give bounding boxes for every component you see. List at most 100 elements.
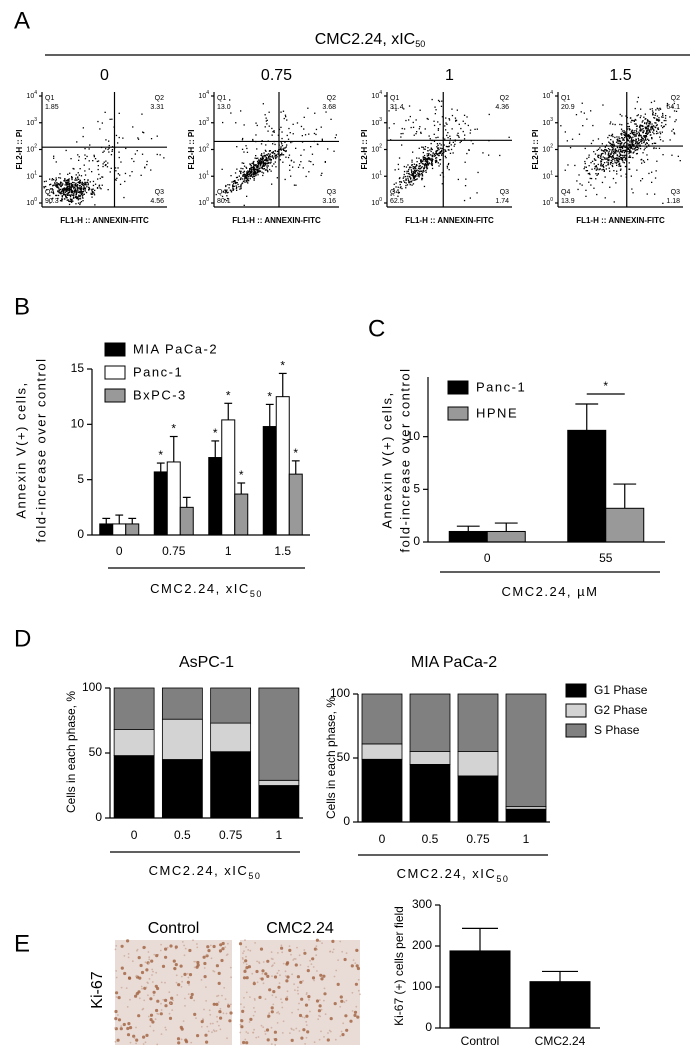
event-dot <box>413 134 415 136</box>
event-dot <box>679 160 681 162</box>
event-dot <box>409 184 411 186</box>
quadrant-value: 1.85 <box>45 104 59 111</box>
significance-mark: * <box>171 422 176 436</box>
y-tick-label: 103 <box>26 117 37 127</box>
tissue-stain <box>240 1019 244 1023</box>
event-dot <box>441 147 443 150</box>
event-dot <box>633 148 635 150</box>
event-dot <box>463 114 466 116</box>
tissue-stain <box>127 1022 131 1026</box>
y-tick-label: 0 <box>95 810 102 824</box>
event-dot <box>70 190 72 192</box>
event-dot <box>80 189 82 191</box>
event-dot <box>398 191 400 194</box>
event-dot <box>240 184 242 186</box>
event-dot <box>613 152 615 154</box>
event-dot <box>290 175 292 177</box>
tissue-stain <box>260 977 264 981</box>
event-dot <box>420 132 422 134</box>
event-dot <box>418 163 421 165</box>
event-dot <box>75 197 78 199</box>
tissue-stain <box>207 949 211 953</box>
event-dot <box>68 194 70 196</box>
tissue-stain <box>249 949 252 952</box>
event-dot <box>66 193 68 195</box>
event-dot <box>612 177 615 180</box>
event-dot <box>628 156 630 158</box>
event-dot <box>102 176 104 178</box>
event-dot <box>591 160 594 162</box>
tissue-stain <box>225 1012 228 1015</box>
event-dot <box>75 191 77 194</box>
event-dot <box>72 186 75 188</box>
bar-segment <box>258 687 300 781</box>
y-axis-label: Annexin V(+) cells, <box>379 391 394 528</box>
y-tick-label: 100 <box>330 686 350 700</box>
event-dot <box>72 167 74 170</box>
event-dot <box>253 179 255 181</box>
panel-label: D <box>14 625 31 652</box>
tissue-stain <box>302 1028 306 1032</box>
event-dot <box>266 154 269 156</box>
event-dot <box>624 150 626 152</box>
tissue-stain <box>177 1041 181 1045</box>
event-dot <box>116 177 118 179</box>
quadrant-name: Q2 <box>671 95 680 102</box>
tissue-stain <box>159 949 162 952</box>
event-dot <box>230 175 232 177</box>
tissue-stain <box>180 1038 183 1041</box>
event-dot <box>413 163 415 165</box>
event-dot <box>300 154 302 156</box>
event-dot <box>645 132 647 134</box>
event-dot <box>419 109 421 111</box>
event-dot <box>588 154 590 156</box>
event-dot <box>653 147 655 149</box>
event-dot <box>429 158 431 160</box>
event-dot <box>245 174 247 176</box>
event-dot <box>79 187 82 189</box>
event-dot <box>610 159 612 162</box>
event-dot <box>268 111 270 113</box>
event-dot <box>602 104 604 106</box>
event-dot <box>600 161 602 163</box>
event-dot <box>604 176 606 178</box>
event-dot <box>445 122 447 124</box>
event-dot <box>449 135 451 137</box>
event-dot <box>150 138 153 140</box>
event-dot <box>96 160 98 163</box>
event-dot <box>59 182 62 184</box>
event-dot <box>440 144 442 146</box>
event-dot <box>400 133 402 135</box>
event-dot <box>430 148 432 150</box>
tissue-stain <box>243 950 245 952</box>
event-dot <box>84 154 86 156</box>
event-dot <box>114 167 117 169</box>
event-dot <box>267 158 269 160</box>
event-dot <box>603 166 605 168</box>
event-dot <box>618 158 621 161</box>
event-dot <box>253 164 256 166</box>
event-dot <box>71 191 73 193</box>
event-dot <box>635 119 637 121</box>
event-dot <box>281 131 283 133</box>
event-dot <box>625 115 627 117</box>
event-dot <box>68 189 70 191</box>
event-dot <box>628 140 630 142</box>
event-dot <box>408 168 410 171</box>
event-dot <box>427 157 429 159</box>
y-tick-label: 102 <box>542 144 553 154</box>
event-dot <box>419 174 421 176</box>
event-dot <box>638 134 640 136</box>
event-dot <box>421 174 424 176</box>
event-dot <box>64 188 66 190</box>
event-dot <box>150 169 152 171</box>
event-dot <box>655 124 658 127</box>
event-dot <box>68 181 70 183</box>
event-dot <box>82 200 84 202</box>
tissue-stain <box>217 1001 220 1003</box>
event-dot <box>672 128 674 130</box>
event-dot <box>462 120 464 122</box>
tick-exponent: 3 <box>34 117 37 123</box>
bar <box>486 530 526 543</box>
event-dot <box>619 123 621 126</box>
